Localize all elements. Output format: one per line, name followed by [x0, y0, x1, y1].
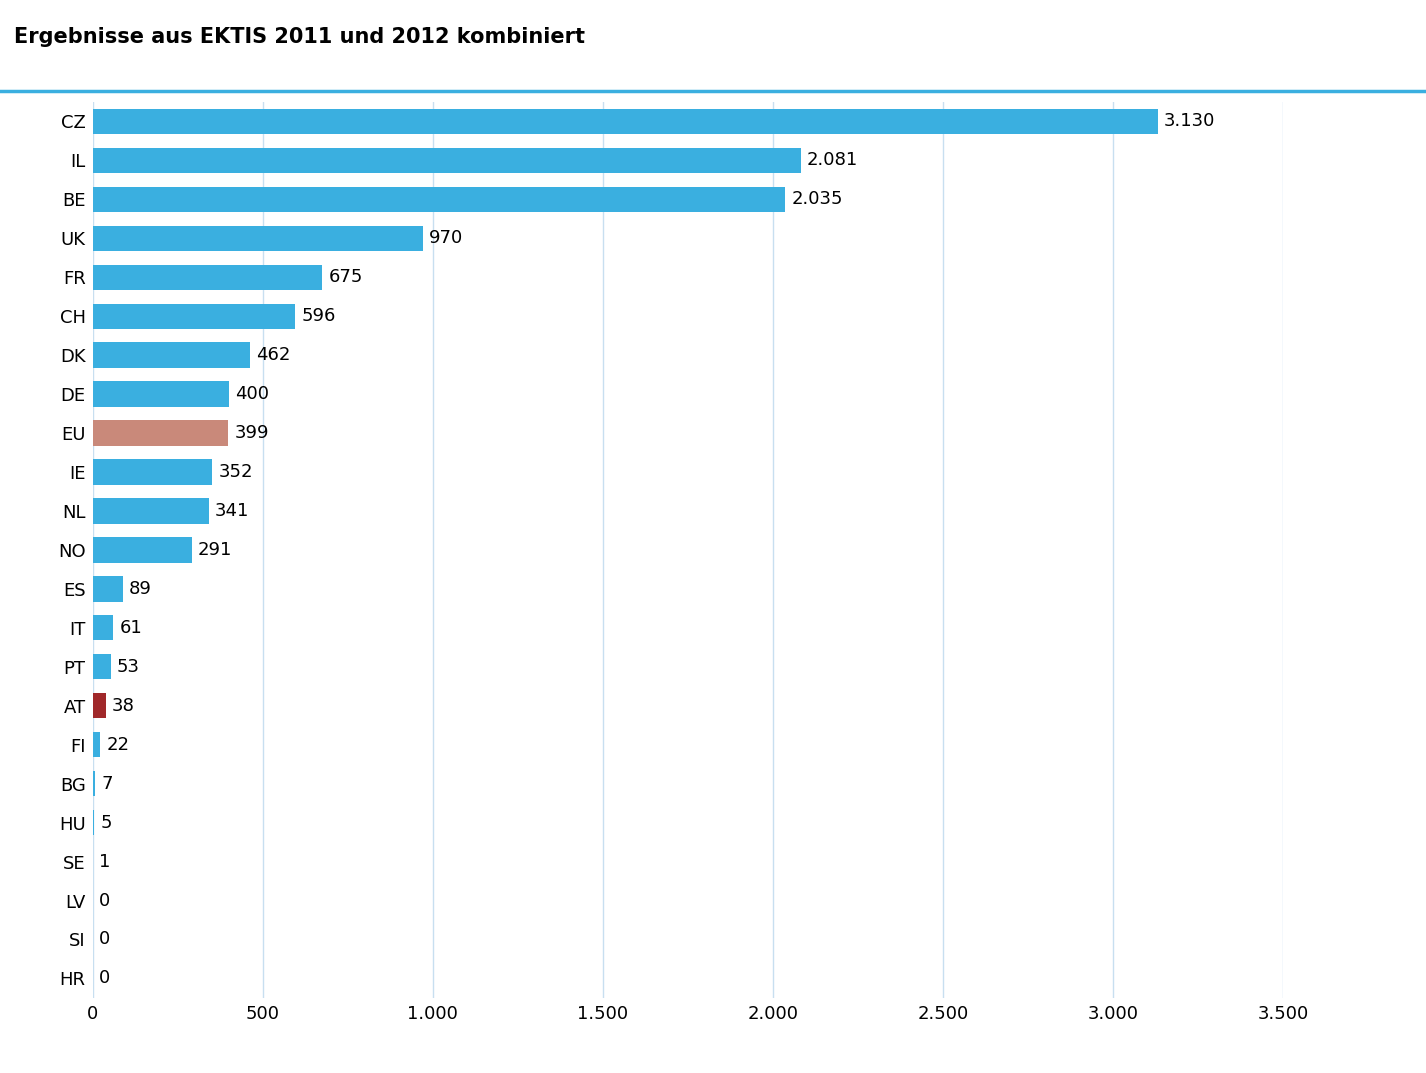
Text: 89: 89: [130, 579, 153, 598]
Text: 462: 462: [257, 347, 291, 364]
Text: 1: 1: [100, 853, 111, 870]
Text: 0: 0: [98, 892, 110, 910]
Bar: [93, 381, 228, 407]
Bar: [93, 304, 295, 328]
Text: 675: 675: [328, 268, 362, 286]
Text: 596: 596: [301, 307, 337, 325]
Bar: [93, 538, 191, 562]
Bar: [93, 498, 208, 524]
Bar: [93, 108, 1158, 134]
Text: 0: 0: [98, 969, 110, 987]
Bar: [93, 421, 228, 445]
Text: 352: 352: [218, 464, 252, 481]
Bar: [93, 148, 800, 173]
Bar: [93, 615, 114, 641]
Bar: [93, 732, 100, 758]
Bar: [93, 655, 111, 679]
Bar: [93, 693, 106, 719]
Text: 5: 5: [100, 813, 113, 832]
Text: 341: 341: [215, 502, 250, 520]
Text: 399: 399: [234, 424, 270, 442]
Text: 22: 22: [107, 736, 130, 753]
Bar: [93, 265, 322, 290]
Bar: [93, 576, 123, 602]
Bar: [93, 459, 212, 485]
Text: 53: 53: [117, 658, 140, 676]
Bar: [93, 810, 94, 835]
Bar: [93, 225, 422, 251]
Text: 3.130: 3.130: [1164, 113, 1215, 131]
Text: 7: 7: [101, 775, 113, 793]
Text: 2.081: 2.081: [807, 151, 858, 170]
Text: 38: 38: [111, 696, 134, 715]
Text: 400: 400: [235, 385, 270, 403]
Bar: [93, 342, 250, 368]
Text: 0: 0: [98, 930, 110, 949]
Text: Ergebnisse aus EKTIS 2011 und 2012 kombiniert: Ergebnisse aus EKTIS 2011 und 2012 kombi…: [14, 27, 585, 47]
Text: 970: 970: [429, 230, 463, 247]
Bar: [93, 187, 784, 212]
Text: 2.035: 2.035: [791, 190, 843, 208]
Text: 291: 291: [198, 541, 232, 559]
Bar: [93, 771, 96, 796]
Text: 61: 61: [120, 619, 143, 636]
